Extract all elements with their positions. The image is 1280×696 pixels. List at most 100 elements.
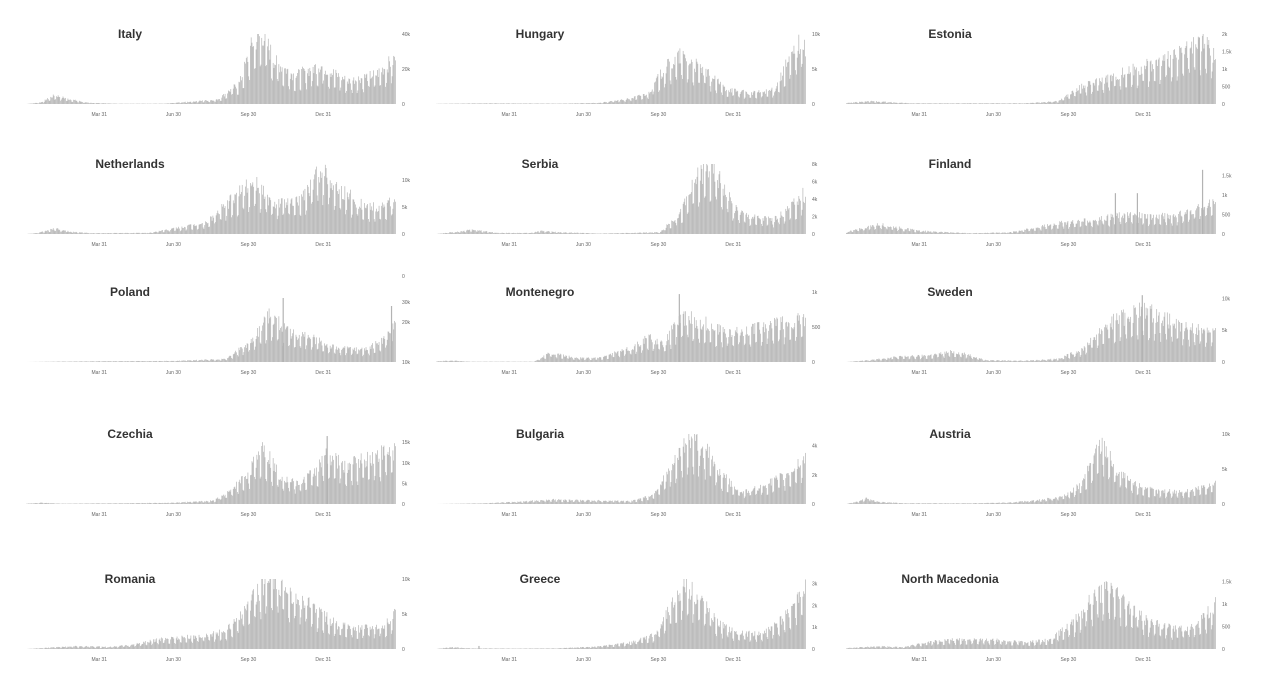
bar xyxy=(669,486,671,504)
bar xyxy=(278,316,280,362)
bar xyxy=(502,502,504,504)
bar xyxy=(1096,221,1097,234)
bar xyxy=(1164,312,1166,362)
bar xyxy=(1029,230,1030,234)
bar xyxy=(175,503,176,504)
bar xyxy=(335,453,337,504)
x-tick-label: Sep 30 xyxy=(650,370,666,376)
bar xyxy=(127,503,128,504)
bar xyxy=(311,81,313,104)
bar xyxy=(666,341,668,362)
bar xyxy=(1179,322,1180,362)
bar xyxy=(1072,90,1074,104)
bar xyxy=(250,343,251,362)
bar xyxy=(274,463,276,504)
bar xyxy=(273,323,275,362)
bar xyxy=(693,85,695,104)
bar xyxy=(667,334,669,362)
bar xyxy=(688,316,690,362)
bar xyxy=(324,455,325,504)
bar xyxy=(329,345,331,362)
bar xyxy=(484,103,485,104)
bar xyxy=(526,500,528,504)
bar xyxy=(766,344,768,362)
bar xyxy=(219,100,221,104)
bar xyxy=(611,233,612,234)
bar xyxy=(39,232,41,234)
bar xyxy=(761,97,762,104)
bar xyxy=(900,356,902,362)
bar xyxy=(377,344,379,362)
bar xyxy=(1087,81,1089,104)
bar xyxy=(901,228,903,234)
bar xyxy=(752,323,754,362)
bar xyxy=(582,500,584,504)
bar xyxy=(709,201,711,234)
x-tick-label: Dec 31 xyxy=(725,112,741,118)
bar-spike xyxy=(390,306,393,362)
bar xyxy=(944,231,946,234)
bar xyxy=(386,454,388,504)
bar xyxy=(329,197,330,234)
bar xyxy=(208,360,210,362)
bar xyxy=(1140,306,1142,362)
bar xyxy=(545,358,546,362)
bar xyxy=(259,342,261,362)
bar xyxy=(592,500,594,504)
bar xyxy=(43,101,45,104)
bar xyxy=(210,216,212,234)
bar xyxy=(293,347,295,362)
bar xyxy=(607,501,608,504)
bar xyxy=(924,355,925,362)
bar xyxy=(223,204,224,234)
bar xyxy=(170,502,171,504)
bar xyxy=(321,455,323,504)
bar xyxy=(1003,103,1004,104)
bar xyxy=(284,199,285,234)
bar xyxy=(684,198,686,234)
bar xyxy=(1078,351,1079,362)
bar xyxy=(687,79,689,104)
bar xyxy=(869,102,871,104)
bar xyxy=(924,103,925,104)
bar xyxy=(1213,201,1215,234)
y-tick-label: 10k xyxy=(402,461,411,467)
bar xyxy=(783,223,785,234)
bar xyxy=(701,329,703,362)
bar xyxy=(669,80,671,104)
bar xyxy=(370,463,372,504)
bar xyxy=(356,214,358,234)
bar xyxy=(94,233,96,234)
bar xyxy=(537,103,538,104)
bar xyxy=(222,495,223,504)
bar xyxy=(1113,217,1114,234)
bar xyxy=(386,69,388,104)
bar xyxy=(170,103,172,104)
bar xyxy=(580,232,581,234)
bar xyxy=(85,361,87,362)
bar xyxy=(149,502,150,504)
bar xyxy=(78,361,80,362)
bar xyxy=(961,233,963,234)
bar xyxy=(263,198,265,234)
bar xyxy=(1042,359,1043,362)
bar xyxy=(162,361,163,362)
bar xyxy=(535,501,537,504)
bar xyxy=(940,103,942,104)
bar xyxy=(254,479,256,504)
bar xyxy=(913,229,915,234)
bar xyxy=(189,224,191,234)
bar xyxy=(680,314,682,362)
bar xyxy=(951,232,953,234)
bar xyxy=(958,103,960,104)
bar xyxy=(183,502,184,504)
bar xyxy=(1091,226,1092,234)
bar xyxy=(122,361,123,362)
bar xyxy=(245,347,247,362)
bars-group xyxy=(436,434,806,504)
bar xyxy=(1002,103,1004,104)
bar xyxy=(184,227,186,234)
bar xyxy=(42,231,43,234)
bar xyxy=(677,50,679,104)
bar xyxy=(289,203,291,234)
